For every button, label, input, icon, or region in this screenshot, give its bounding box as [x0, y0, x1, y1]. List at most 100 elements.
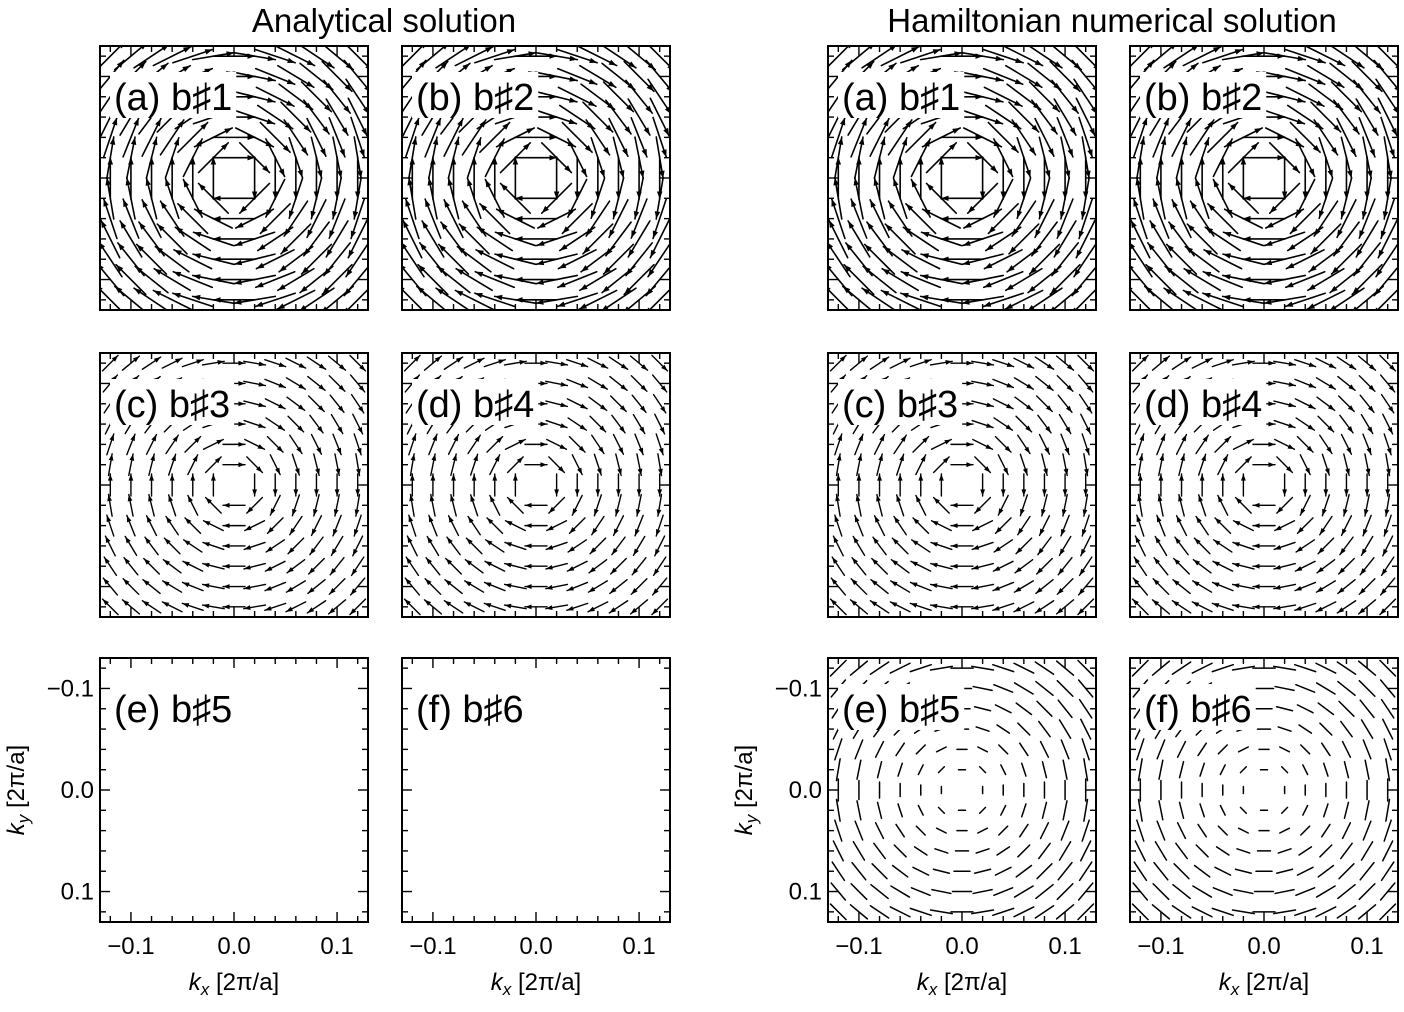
field-segment [1337, 680, 1356, 697]
field-arrow [463, 601, 485, 613]
field-arrow [233, 109, 276, 125]
field-arrow [202, 562, 225, 570]
field-arrow [1157, 493, 1164, 517]
field-segment [978, 766, 987, 774]
field-arrow [307, 557, 325, 575]
field-arrow [465, 537, 483, 555]
field-arrow [172, 48, 214, 64]
field-arrow [1232, 438, 1254, 451]
field-segment [856, 800, 862, 821]
field-segment [975, 848, 990, 854]
field-arrow [627, 220, 651, 258]
field-arrow [349, 354, 367, 372]
field-arrow [950, 584, 974, 589]
field-arrow [1017, 434, 1031, 455]
field-arrow [876, 453, 883, 477]
field-arrow [987, 202, 1019, 235]
y-axis-subscript: y [14, 813, 33, 824]
field-arrow [582, 223, 614, 255]
field-segment [1017, 722, 1031, 736]
field-arrow [841, 285, 873, 310]
field-arrow [871, 557, 889, 575]
field-arrow [243, 380, 267, 387]
field-arrow [300, 81, 333, 113]
field-arrow [471, 156, 477, 200]
field-arrow [148, 156, 155, 200]
field-arrow [535, 109, 578, 125]
field-arrow [349, 577, 366, 596]
field-arrow [929, 603, 953, 610]
field-segment [998, 744, 1009, 755]
field-segment [1056, 883, 1074, 901]
field-arrow [1362, 433, 1372, 456]
field-arrow [649, 97, 670, 137]
field-arrow [905, 202, 937, 235]
field-arrow [930, 438, 952, 451]
field-arrow [1082, 493, 1089, 517]
field-segment [897, 803, 904, 818]
field-arrow [1013, 357, 1035, 369]
field-segment [1343, 761, 1350, 779]
field-segment [870, 883, 889, 900]
field-arrow [1323, 473, 1329, 497]
field-arrow [1273, 541, 1296, 551]
field-arrow [1062, 473, 1068, 497]
field-segment [1015, 702, 1033, 716]
field-arrow [1383, 433, 1392, 456]
x-axis-unit: [2π/a] [937, 969, 1007, 996]
field-arrow [277, 267, 315, 292]
field-arrow [535, 71, 579, 82]
field-arrow [971, 583, 995, 590]
field-segment [1380, 861, 1395, 882]
field-segment [1055, 904, 1075, 920]
field-arrow [1199, 156, 1205, 200]
field-arrow [330, 535, 344, 557]
field-arrow [895, 494, 905, 517]
field-arrow [1302, 473, 1308, 497]
field-arrow [893, 434, 907, 455]
x-axis-unit: [2π/a] [511, 969, 581, 996]
field-segment [994, 704, 1012, 714]
field-segment [1018, 823, 1029, 838]
field-arrow [1333, 221, 1360, 257]
field-arrow [334, 473, 340, 497]
field-arrow [861, 287, 897, 310]
x-axis-label: kx [2π/a] [491, 969, 581, 999]
field-arrow [1152, 117, 1170, 158]
field-arrow [233, 51, 277, 62]
field-arrow [1330, 243, 1363, 275]
field-arrow [882, 245, 918, 273]
field-arrow [524, 604, 548, 610]
field-arrow [1163, 287, 1199, 310]
field-arrow [1077, 577, 1094, 596]
field-arrow [1175, 433, 1188, 455]
field-arrow [869, 117, 890, 157]
field-arrow [1178, 156, 1185, 200]
field-arrow [259, 121, 291, 154]
field-arrow [1231, 583, 1255, 590]
field-arrow [201, 360, 225, 366]
field-arrow [1357, 599, 1377, 615]
field-segment [977, 827, 989, 834]
field-arrow [652, 197, 668, 240]
field-arrow [1296, 435, 1314, 453]
field-arrow [265, 539, 286, 553]
field-arrow [971, 419, 994, 429]
field-arrow [1355, 98, 1379, 136]
field-arrow [259, 202, 291, 235]
field-arrow [830, 577, 847, 596]
field-arrow [1285, 86, 1325, 107]
field-arrow [651, 354, 669, 372]
field-arrow [450, 156, 457, 200]
field-segment [1137, 798, 1143, 822]
field-segment [890, 885, 911, 898]
field-arrow [492, 156, 498, 200]
field-arrow [243, 400, 266, 408]
x-tick-label: −0.1 [835, 933, 882, 960]
field-segment [1385, 758, 1391, 782]
field-arrow [328, 198, 346, 239]
field-arrow [1081, 514, 1090, 537]
field-arrow [310, 177, 323, 220]
field-arrow [107, 473, 113, 497]
field-segment [1302, 804, 1309, 816]
